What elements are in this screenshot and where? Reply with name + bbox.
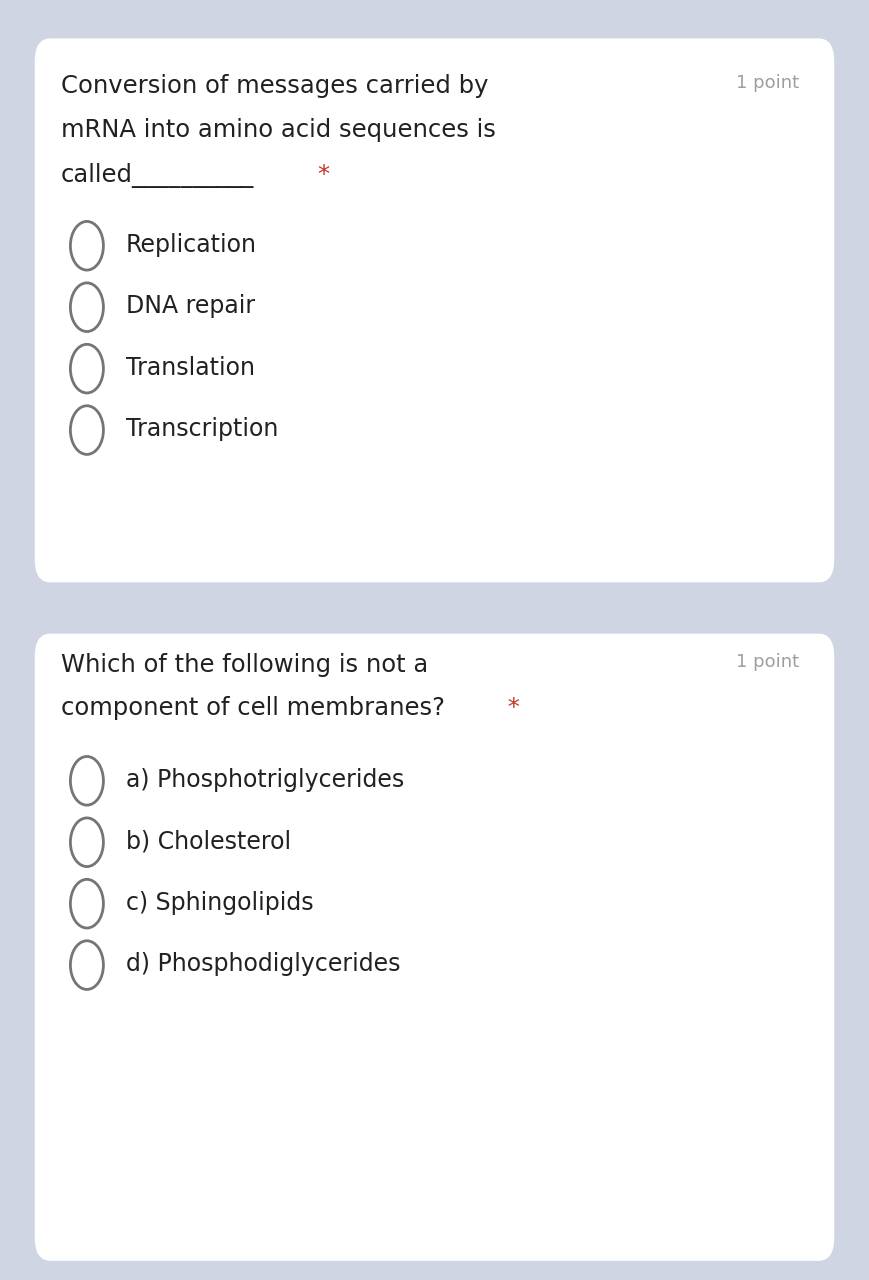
Text: c) Sphingolipids: c) Sphingolipids bbox=[126, 891, 314, 915]
Text: Translation: Translation bbox=[126, 356, 255, 380]
Text: Conversion of messages carried by: Conversion of messages carried by bbox=[61, 74, 488, 99]
FancyBboxPatch shape bbox=[35, 38, 834, 582]
Text: component of cell membranes?: component of cell membranes? bbox=[61, 696, 445, 721]
Text: called__________: called__________ bbox=[61, 163, 254, 188]
FancyBboxPatch shape bbox=[35, 634, 834, 1261]
Text: *: * bbox=[317, 163, 329, 187]
Text: Replication: Replication bbox=[126, 233, 257, 257]
Text: d) Phosphodiglycerides: d) Phosphodiglycerides bbox=[126, 952, 401, 977]
Text: *: * bbox=[500, 696, 520, 721]
Text: Transcription: Transcription bbox=[126, 417, 278, 442]
Text: 1 point: 1 point bbox=[736, 653, 799, 671]
Text: Which of the following is not a: Which of the following is not a bbox=[61, 653, 428, 677]
Text: 1 point: 1 point bbox=[736, 74, 799, 92]
Text: a) Phosphotriglycerides: a) Phosphotriglycerides bbox=[126, 768, 404, 792]
Text: mRNA into amino acid sequences is: mRNA into amino acid sequences is bbox=[61, 118, 495, 142]
Text: b) Cholesterol: b) Cholesterol bbox=[126, 829, 291, 854]
Text: DNA repair: DNA repair bbox=[126, 294, 255, 319]
